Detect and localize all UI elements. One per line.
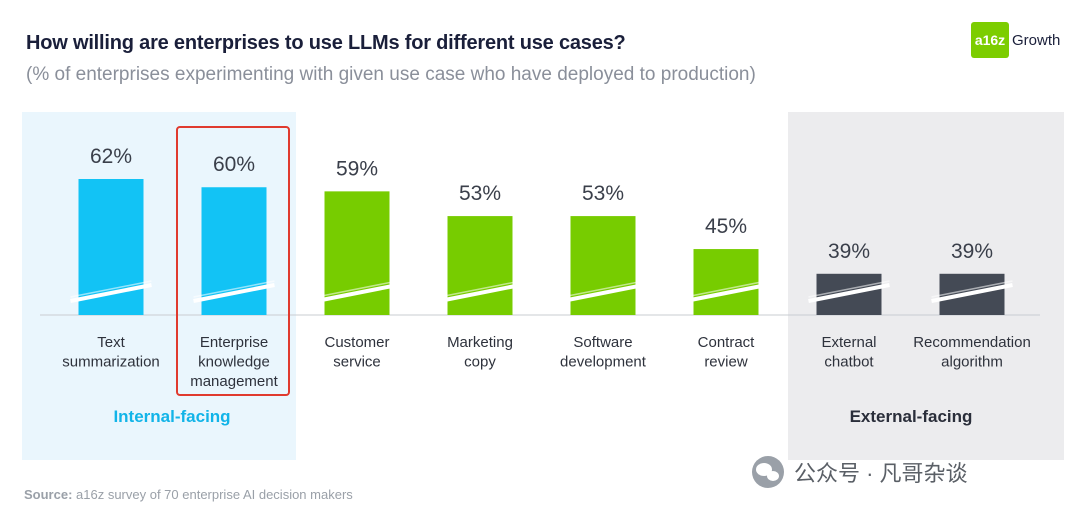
axis-break-6 — [685, 283, 767, 303]
axis-break-2 — [193, 283, 275, 303]
axis-break-shadow-3 — [316, 280, 398, 298]
axis-break-shadow-8 — [931, 280, 1013, 298]
value-label-3: 59% — [336, 157, 378, 180]
category-label-5-line-2: development — [560, 354, 647, 371]
category-label-4-line-1: Marketing — [447, 334, 513, 351]
category-label-5-line-1: Software — [573, 334, 632, 351]
value-label-5: 53% — [582, 182, 624, 205]
value-label-1: 62% — [90, 145, 132, 168]
wechat-watermark: 公众号 · 凡哥杂谈 — [752, 455, 968, 489]
axis-break-8 — [931, 283, 1013, 303]
internal-facing-label: Internal-facing — [113, 407, 231, 426]
source-note: Source: a16z survey of 70 enterprise AI … — [24, 487, 353, 502]
value-label-8: 39% — [951, 240, 993, 263]
category-label-6-line-1: Contract — [698, 334, 756, 351]
chart-title: How willing are enterprises to use LLMs … — [26, 32, 626, 54]
axis-break-shadow-4 — [439, 280, 521, 298]
axis-break-shadow-1 — [70, 280, 152, 298]
axis-break-1 — [70, 283, 152, 303]
axis-break-shadow-7 — [808, 280, 890, 298]
a16z-logo-mark: a16z — [971, 22, 1009, 58]
axis-break-5 — [562, 283, 644, 303]
value-label-6: 45% — [705, 215, 747, 238]
category-label-2-line-1: Enterprise — [200, 334, 268, 351]
highlight-box — [176, 126, 290, 396]
category-label-7-line-1: External — [821, 334, 876, 351]
chart-subtitle: (% of enterprises experimenting with giv… — [26, 64, 756, 85]
bar-5 — [570, 216, 636, 315]
external-facing-label: External-facing — [849, 407, 973, 426]
category-label-4-line-2: copy — [464, 354, 496, 371]
bar-6 — [693, 249, 759, 315]
category-label-6-line-2: review — [704, 354, 748, 371]
category-label-8-line-2: algorithm — [941, 354, 1003, 371]
category-label-7-line-2: chatbot — [824, 354, 874, 371]
category-label-3-line-1: Customer — [324, 334, 389, 351]
category-label-1-line-1: Text — [97, 334, 125, 351]
value-label-7: 39% — [828, 240, 870, 263]
category-label-2-line-3: management — [190, 373, 278, 390]
axis-break-shadow-2 — [193, 280, 275, 298]
axis-break-shadow-5 — [562, 280, 644, 298]
value-label-2: 60% — [213, 153, 255, 176]
growth-logo-text: Growth — [1012, 31, 1061, 49]
axis-break-3 — [316, 283, 398, 303]
axis-break-4 — [439, 283, 521, 303]
category-label-2-line-2: knowledge — [198, 354, 270, 371]
a16z-growth-logo: a16z Growth — [971, 22, 1060, 58]
category-label-1-line-2: summarization — [62, 354, 160, 371]
axis-break-7 — [808, 283, 890, 303]
category-label-3-line-2: service — [333, 354, 381, 371]
source-label: Source: — [24, 487, 73, 502]
category-label-8-line-1: Recommendation — [913, 334, 1031, 351]
watermark-text: 公众号 · 凡哥杂谈 — [794, 461, 968, 486]
bar-4 — [447, 216, 513, 315]
axis-break-shadow-6 — [685, 280, 767, 298]
source-text: a16z survey of 70 enterprise AI decision… — [72, 487, 353, 502]
value-label-4: 53% — [459, 182, 501, 205]
wechat-icon — [752, 456, 784, 488]
